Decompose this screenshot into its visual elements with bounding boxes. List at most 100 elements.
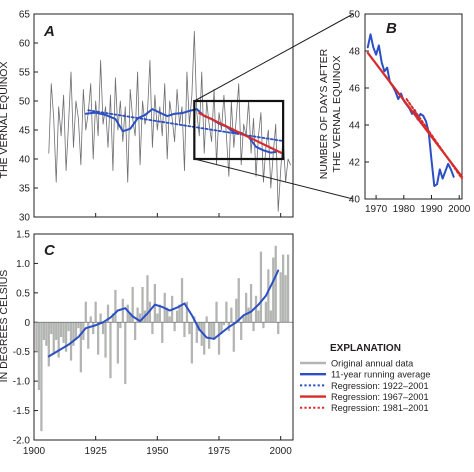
panel-a-regression-1967-2001 [198, 112, 285, 155]
panel-c-bar [101, 322, 105, 335]
panel-a-regression-1922-2001 [87, 109, 285, 142]
panel-c-bar [87, 322, 90, 349]
panel-c-bar [222, 322, 226, 326]
panel-c-bar [84, 301, 87, 323]
panel-b-ytick-label: 44 [349, 121, 361, 132]
panel-c-bar [210, 322, 213, 337]
panel-a-letter: A [43, 23, 55, 40]
panel-a-ytick-label: 35 [19, 184, 31, 195]
panel-c-bar [220, 322, 223, 335]
panel-c-bar [185, 301, 189, 323]
legend-label: Original annual data [331, 358, 414, 368]
legend-label: Regression: 1981–2001 [331, 403, 429, 413]
legend-label: Regression: 1967–2001 [331, 392, 429, 402]
panel-a-ytick-label: 60 [19, 39, 31, 50]
panel-c-bar [40, 322, 43, 432]
panel-c-bar [247, 307, 250, 323]
panel-b-ylabel-line2: THE VERNAL EQUINOX [331, 56, 343, 173]
panel-c-bar [235, 298, 238, 323]
panel-b-frame [364, 13, 463, 200]
panel-c-bar [188, 322, 191, 335]
panel-c-bar [269, 310, 272, 323]
panel-c-bar [121, 298, 124, 323]
panel-c-bar [279, 272, 282, 323]
legend: EXPLANATION Original annual data 11-year … [300, 343, 430, 413]
panel-c-bar [254, 295, 258, 323]
panel-a-plot: 30 35 40 45 50 55 60 65 [19, 10, 354, 224]
panel-b-ytick-label: 40 [349, 195, 361, 206]
panel-a-ylabel: THE VERNAL EQUINOX [0, 62, 10, 179]
panel-c-ytick-label: -1.0 [13, 377, 31, 388]
panel-c-bar [72, 322, 75, 346]
panel-b-xtick-label: 1970 [365, 204, 388, 215]
panel-a-ytick-label: 65 [19, 10, 31, 21]
panel-c-bar [69, 322, 73, 361]
panel-a-ytick-label: 55 [19, 68, 31, 79]
panel-c-bar [60, 322, 63, 337]
panel-c-bar [138, 313, 142, 323]
panel-c-bar [267, 269, 270, 323]
panel-c-bar [200, 322, 203, 346]
panel-c-bar [47, 322, 50, 367]
panel-c-bar [134, 322, 137, 340]
panel-b: NUMBER OF DAYS AFTER THE VERNAL EQUINOX … [318, 10, 471, 216]
panel-c-bar [232, 322, 235, 352]
panel-c-bar [126, 304, 129, 323]
panel-c-bar [116, 322, 119, 364]
panel-c-bar [249, 284, 253, 323]
panel-b-regression-1981-2001 [405, 98, 463, 180]
panel-c-bar [119, 322, 122, 329]
panel-c-bar [94, 301, 97, 323]
panel-c-ytick-label: 1.5 [16, 230, 30, 241]
legend-label: Regression: 1922–2001 [331, 381, 429, 391]
panel-b-letter: B [386, 20, 397, 37]
panel-c-bar [89, 316, 92, 323]
panel-c-ytick-label: -1.5 [13, 406, 31, 417]
panel-c-bar [245, 292, 248, 323]
panel-c-bar [114, 289, 117, 323]
legend-title: EXPLANATION [330, 343, 401, 354]
panel-c-bar [262, 322, 265, 329]
panel-c-bar [212, 322, 216, 340]
panel-c-bar [67, 322, 70, 332]
panel-c-bar [264, 301, 267, 323]
panel-c-bar [45, 322, 48, 346]
panel-c-bar [141, 286, 144, 323]
panel-c-xtick-label: 1975 [208, 446, 231, 457]
panel-c-bar [225, 301, 228, 323]
panel-c-ylabel: IN DEGREES CELSIUS [0, 270, 10, 383]
panel-c-running-average-line [47, 269, 280, 358]
panel-c-bar [205, 316, 208, 323]
panel-b-ytick-label: 46 [349, 84, 361, 95]
panel-c-bar [161, 322, 164, 343]
panel-b-xtick-label: 1990 [420, 204, 443, 215]
panel-c-ytick-label: 1.0 [16, 259, 30, 270]
panel-a-inset-box [193, 99, 285, 161]
panel-c-bar [136, 307, 139, 323]
panel-c-bar [277, 322, 280, 335]
panel-c-bar [237, 278, 240, 323]
panel-c-bar [173, 322, 176, 332]
panel-c-bar [217, 322, 221, 355]
panel-c-bar [55, 322, 58, 340]
panel-c-bar [272, 257, 275, 323]
panel-c-bar [57, 322, 60, 358]
panel-c-ytick-label: 0 [24, 318, 30, 329]
panel-c-bar [198, 322, 201, 332]
panel-c-xtick-label: 1900 [23, 446, 46, 457]
panel-c-frame [33, 233, 294, 441]
panel-a-ytick-label: 40 [19, 155, 31, 166]
panel-c-bar [129, 313, 132, 323]
panel-c-ytick-label: -0.5 [13, 347, 31, 358]
panel-c-bar [230, 307, 233, 323]
panel-c-bar [42, 322, 45, 340]
panel-c-bar [92, 322, 95, 335]
panel-c-bar [252, 322, 255, 332]
panel-b-xtick-label: 2000 [448, 204, 471, 215]
panel-c-bar [158, 304, 161, 323]
panel-b-ylabel-line1: NUMBER OF DAYS AFTER [318, 48, 330, 179]
panel-c-xtick-label: 1925 [85, 446, 108, 457]
panel-c-bar [50, 322, 53, 335]
panel-a: THE VERNAL EQUINOX 30 35 40 45 50 55 60 65 A [0, 10, 354, 224]
panel-a-ytick-label: 50 [19, 97, 31, 108]
